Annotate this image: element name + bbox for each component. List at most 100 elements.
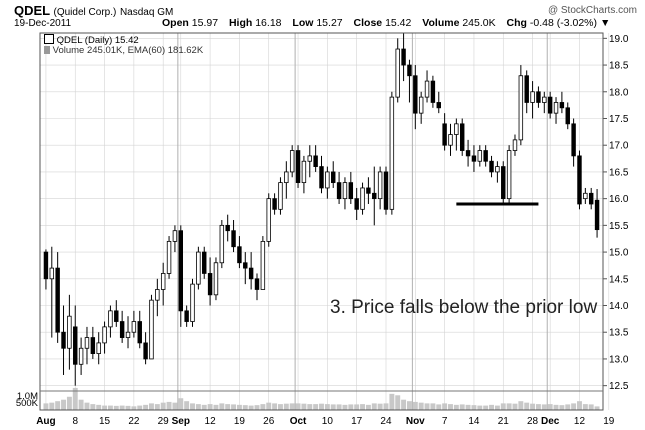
volume-bar (295, 403, 301, 410)
volume-bar (219, 403, 225, 410)
x-tick-label: 19 (234, 416, 246, 427)
header-symbol: QDEL (Quidel Corp.) Nasdaq GM (14, 3, 173, 18)
candle-body (43, 251, 49, 280)
volume-bar (184, 401, 190, 410)
volume-bar (84, 402, 90, 410)
y-tick-label: 17.5 (609, 114, 629, 125)
volume-bar (565, 404, 571, 410)
volume-bar (319, 403, 324, 410)
candle-body (73, 326, 78, 365)
volume-bar (389, 393, 395, 410)
volume-bar (383, 403, 389, 410)
volume-bar (436, 404, 442, 410)
candle-body (266, 198, 271, 242)
volume-bar (254, 405, 260, 410)
candle-body (313, 155, 318, 167)
volume-bar (49, 402, 55, 410)
candle-body (143, 342, 148, 360)
y-tick-label: 13.5 (609, 328, 629, 339)
volume-bar (313, 404, 319, 410)
candle-body (506, 150, 512, 200)
volume-legend-text: Volume 245.01K, EMA(60) 181.62K (52, 45, 204, 56)
volume-bar (442, 403, 448, 410)
volume-bar (430, 403, 436, 410)
volume-bar (143, 404, 149, 410)
candle-body (424, 80, 430, 98)
candle-body (190, 283, 195, 322)
volume-bar (277, 404, 283, 410)
volume-bar (483, 405, 489, 410)
volume-bar (547, 404, 553, 410)
candle-body (155, 289, 160, 301)
candle-body (594, 199, 600, 231)
candle-body (389, 96, 395, 210)
x-tick-label: 10 (322, 416, 334, 427)
candle-body (184, 310, 189, 322)
candle-body (202, 251, 207, 274)
volume-value: 245.0K (462, 17, 496, 29)
volume-bar (131, 406, 137, 410)
x-tick-label: 28 (527, 416, 539, 427)
candle-body (289, 150, 295, 173)
volume-bar (113, 405, 119, 410)
volume-bar (207, 404, 213, 410)
candle-body (102, 326, 107, 344)
volume-bar (178, 398, 184, 410)
candle-body (237, 246, 242, 264)
candle-body (418, 96, 424, 114)
volume-bar (365, 404, 371, 410)
y-tick-label: 12.5 (609, 381, 629, 392)
volume-bar (324, 404, 330, 410)
x-tick-label: 24 (380, 416, 392, 427)
volume-bar (424, 403, 430, 410)
volume-bar (571, 403, 577, 410)
volume-bar (530, 403, 536, 410)
volume-bar (395, 395, 401, 410)
volume-bar (377, 403, 383, 410)
candle-body (84, 337, 90, 349)
candle-body (372, 192, 377, 200)
volume-bar (172, 402, 178, 410)
candle-body (518, 75, 524, 141)
candle-body (166, 240, 172, 274)
candle-body (254, 278, 260, 290)
x-tick-label: Aug (36, 416, 55, 427)
open-label: Open (162, 17, 189, 29)
volume-bar (301, 403, 307, 410)
date-axis: Aug 8 15 22 29 Sep 12 19 26 Oct 10 17 24 Nov 7 14 21 28 De… (36, 416, 615, 427)
candle-body (125, 331, 131, 338)
candle-body (407, 64, 412, 77)
volume-bar (213, 404, 219, 410)
volume-bar (190, 403, 195, 410)
volume-bar (90, 404, 96, 410)
volume-bar (500, 403, 506, 410)
candle-body (49, 267, 55, 280)
volume-bar (360, 404, 366, 410)
candle-body (401, 48, 406, 66)
candle-body (553, 102, 559, 114)
volume-bar (582, 404, 588, 410)
candle-body (90, 337, 96, 354)
price-candles (43, 33, 600, 386)
close-value: 15.42 (385, 17, 412, 29)
volume-bar (459, 404, 465, 410)
volume-bar (260, 404, 266, 410)
candle-body (559, 102, 565, 109)
chg-down-icon: ▼ (599, 17, 611, 29)
y-tick-label: 16.0 (609, 194, 629, 205)
y-tick-label: 13.0 (609, 354, 629, 365)
candle-body (442, 123, 447, 146)
volume-bar (535, 404, 541, 410)
volume-bar (559, 405, 565, 410)
candle-body (131, 321, 137, 333)
candle-body (524, 75, 529, 103)
candle-body (108, 310, 113, 328)
volume-bar (154, 404, 160, 410)
candle-body (383, 171, 389, 210)
plot-frame (39, 32, 604, 411)
y-tick-label: 18.0 (609, 87, 629, 98)
y-tick-label: 18.5 (609, 61, 629, 72)
symbol: QDEL (14, 3, 50, 18)
